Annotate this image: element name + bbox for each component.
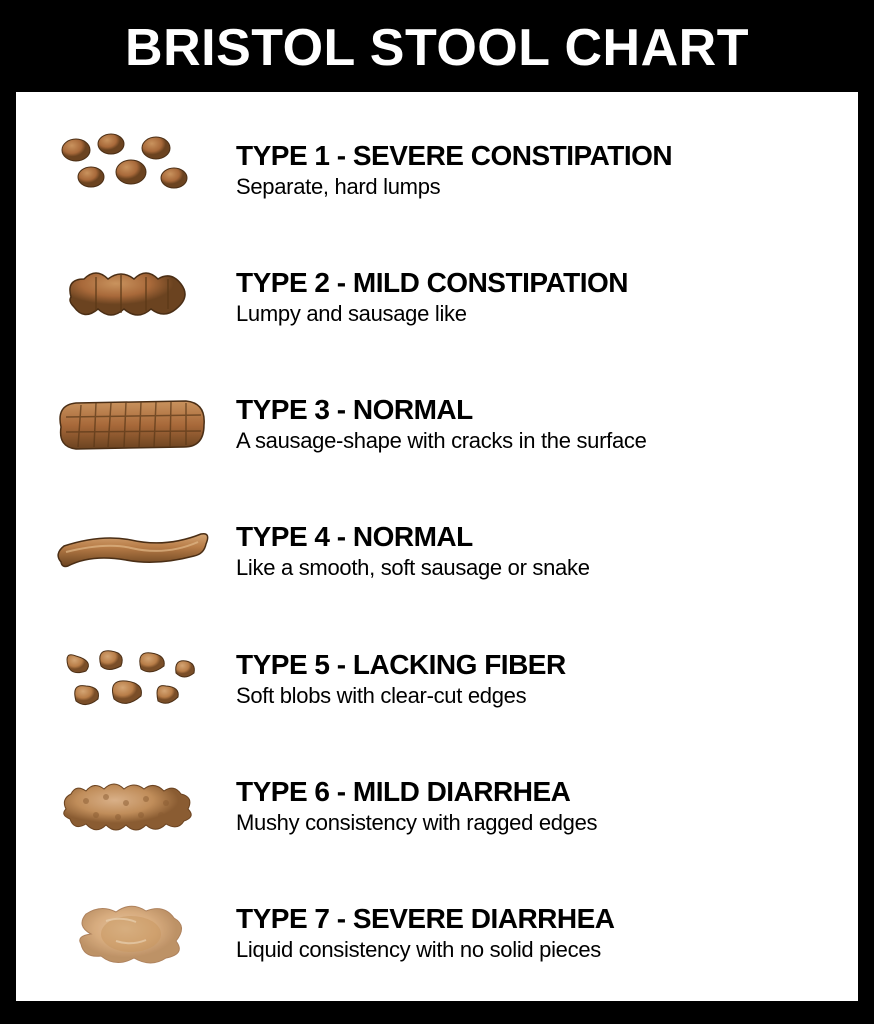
type-text: TYPE 3 - NORMAL A sausage-shape with cra… [236, 394, 828, 454]
type-row: TYPE 7 - SEVERE DIARRHEA Liquid consiste… [46, 886, 828, 981]
type-row: TYPE 5 - LACKING FIBER Soft blobs with c… [46, 631, 828, 726]
type-row: TYPE 6 - MILD DIARRHEA Mushy consistency… [46, 759, 828, 854]
type-text: TYPE 5 - LACKING FIBER Soft blobs with c… [236, 649, 828, 709]
type-row: TYPE 3 - NORMAL A sausage-shape with cra… [46, 377, 828, 472]
type-text: TYPE 2 - MILD CONSTIPATION Lumpy and sau… [236, 267, 828, 327]
type-title: TYPE 5 - LACKING FIBER [236, 649, 828, 681]
type-row: TYPE 1 - SEVERE CONSTIPATION Separate, h… [46, 122, 828, 217]
type-title: TYPE 4 - NORMAL [236, 521, 828, 553]
type-row: TYPE 4 - NORMAL Like a smooth, soft saus… [46, 504, 828, 599]
type-description: Mushy consistency with ragged edges [236, 810, 828, 836]
type-description: Lumpy and sausage like [236, 301, 828, 327]
type-title: TYPE 1 - SEVERE CONSTIPATION [236, 140, 828, 172]
type3-illustration-icon [46, 377, 216, 472]
type1-illustration-icon [46, 122, 216, 217]
type2-illustration-icon [46, 249, 216, 344]
type-description: Liquid consistency with no solid pieces [236, 937, 828, 963]
chart-container: BRISTOL STOOL CHART TYPE 1 - SEVERE [0, 0, 874, 1024]
type-text: TYPE 6 - MILD DIARRHEA Mushy consistency… [236, 776, 828, 836]
chart-header: BRISTOL STOOL CHART [0, 0, 874, 92]
type-text: TYPE 4 - NORMAL Like a smooth, soft saus… [236, 521, 828, 581]
type-title: TYPE 3 - NORMAL [236, 394, 828, 426]
type-description: Like a smooth, soft sausage or snake [236, 555, 828, 581]
type-title: TYPE 6 - MILD DIARRHEA [236, 776, 828, 808]
type-title: TYPE 7 - SEVERE DIARRHEA [236, 903, 828, 935]
type-description: Separate, hard lumps [236, 174, 828, 200]
type-description: Soft blobs with clear-cut edges [236, 683, 828, 709]
type-row: TYPE 2 - MILD CONSTIPATION Lumpy and sau… [46, 249, 828, 344]
type-text: TYPE 7 - SEVERE DIARRHEA Liquid consiste… [236, 903, 828, 963]
type4-illustration-icon [46, 504, 216, 599]
type7-illustration-icon [46, 886, 216, 981]
chart-body: TYPE 1 - SEVERE CONSTIPATION Separate, h… [16, 92, 858, 1001]
chart-title: BRISTOL STOOL CHART [0, 18, 874, 78]
type6-illustration-icon [46, 759, 216, 854]
type5-illustration-icon [46, 631, 216, 726]
type-title: TYPE 2 - MILD CONSTIPATION [236, 267, 828, 299]
type-text: TYPE 1 - SEVERE CONSTIPATION Separate, h… [236, 140, 828, 200]
type-description: A sausage-shape with cracks in the surfa… [236, 428, 828, 454]
